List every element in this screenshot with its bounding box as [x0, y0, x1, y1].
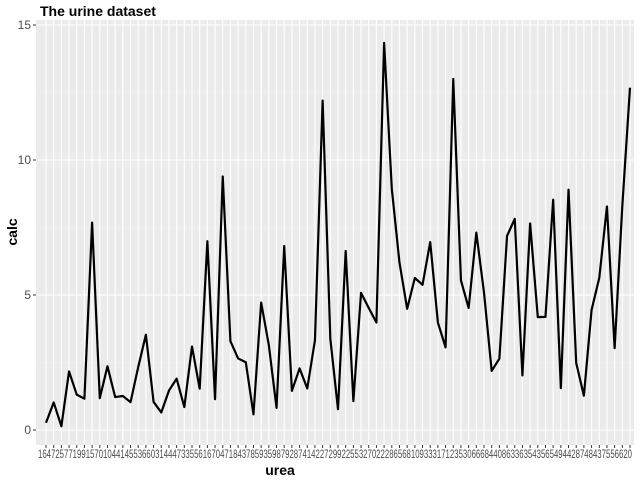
y-tick-label: 15	[18, 18, 32, 32]
x-axis-label: urea	[265, 462, 295, 478]
x-axis-tick-labels: 1647257719915701044145536603144473355616…	[38, 447, 632, 461]
y-axis-label: calc	[4, 218, 20, 245]
y-tick-label: 10	[18, 153, 32, 167]
chart-title: The urine dataset	[40, 3, 156, 19]
y-tick-label: 5	[24, 288, 31, 302]
y-tick-label: 0	[24, 423, 31, 437]
